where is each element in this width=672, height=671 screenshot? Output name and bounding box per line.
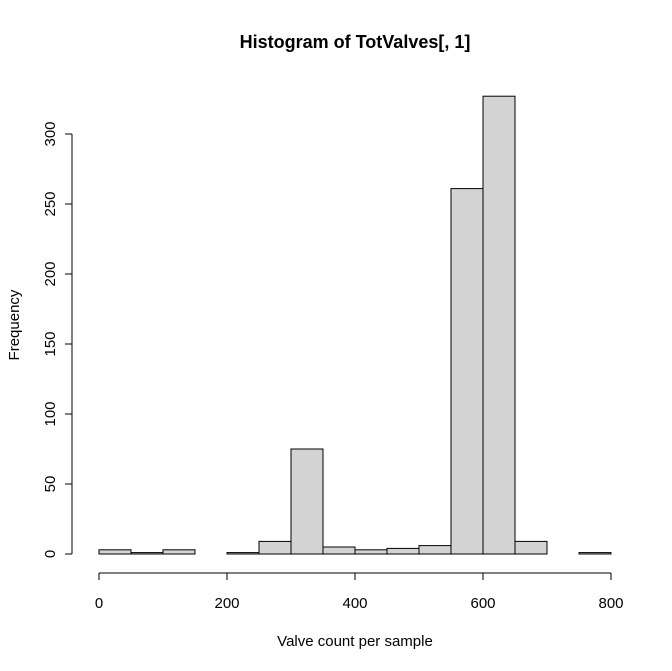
y-tick-label: 250 (42, 191, 59, 216)
y-tick-label: 0 (42, 550, 59, 558)
bar (162, 549, 196, 555)
x-axis-label: Valve count per sample (277, 633, 433, 650)
bar (258, 540, 292, 555)
y-tick-label: 200 (42, 261, 59, 286)
bar (130, 552, 164, 555)
bar (354, 549, 388, 555)
bar (578, 552, 612, 555)
y-tick-label: 100 (42, 401, 59, 426)
bar (98, 549, 132, 555)
bar (386, 547, 420, 555)
bar (226, 552, 260, 555)
y-tick-label: 300 (42, 121, 59, 146)
x-tick-label: 400 (342, 595, 367, 612)
bar (418, 545, 452, 555)
bar (290, 448, 324, 555)
x-tick-label: 600 (470, 595, 495, 612)
bar (482, 95, 516, 555)
chart-title: Histogram of TotValves[, 1] (240, 32, 471, 52)
x-tick-label: 800 (598, 595, 623, 612)
y-tick-label: 150 (42, 331, 59, 356)
bar (450, 188, 484, 555)
bar (322, 546, 356, 555)
bar (514, 540, 548, 555)
x-tick-label: 200 (214, 595, 239, 612)
x-tick-label: 0 (95, 595, 103, 612)
y-axis-label: Frequency (6, 289, 23, 360)
y-tick-label: 50 (42, 476, 59, 493)
